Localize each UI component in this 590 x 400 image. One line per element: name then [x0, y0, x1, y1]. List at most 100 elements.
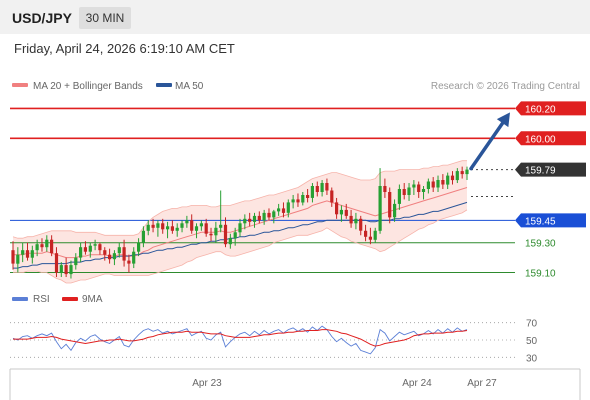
- candle: [219, 190, 223, 233]
- candle-body: [74, 257, 78, 266]
- candle: [378, 168, 382, 234]
- candle-body: [291, 199, 295, 203]
- candle: [267, 208, 271, 221]
- candle-body: [30, 250, 34, 258]
- price-label: 159.10: [525, 269, 556, 280]
- candle-body: [286, 202, 290, 213]
- candle: [166, 221, 170, 239]
- candle: [252, 212, 257, 228]
- price-label-text: 159.10: [525, 269, 556, 280]
- candle-body: [50, 239, 54, 254]
- candle-body: [310, 186, 314, 198]
- candle: [64, 257, 68, 278]
- candle-body: [16, 254, 20, 264]
- candle-body: [223, 224, 228, 245]
- candle: [69, 260, 73, 279]
- candle-body: [402, 189, 406, 195]
- candle-body: [137, 242, 141, 252]
- candle-body: [180, 223, 184, 228]
- candle: [393, 199, 397, 222]
- candle: [315, 181, 319, 197]
- candle-body: [132, 251, 136, 264]
- symbol-label: USD/JPY: [12, 10, 72, 26]
- candle-body: [209, 233, 213, 236]
- x-tick-label: Apr 27: [467, 378, 497, 389]
- candle: [257, 211, 261, 224]
- candle: [349, 209, 353, 228]
- price-label-text: 159.79: [525, 166, 556, 177]
- candle: [93, 239, 97, 251]
- price-label-text: 159.30: [525, 239, 556, 250]
- candle-body: [214, 227, 218, 236]
- candle: [301, 191, 305, 206]
- candle: [88, 242, 92, 258]
- candle-body: [277, 208, 281, 212]
- candle-body: [69, 265, 73, 275]
- legend-label-rsi: RSI: [33, 294, 50, 305]
- legend-swatch-rsi: [12, 297, 28, 301]
- candle-body: [383, 186, 387, 192]
- candle-body: [233, 232, 237, 239]
- legend-label-9ma: 9MA: [82, 294, 103, 305]
- candle: [45, 235, 49, 252]
- level-lines-layer: [10, 107, 515, 274]
- candle-body: [219, 224, 223, 228]
- candle-body: [88, 245, 92, 252]
- candle-body: [79, 247, 83, 258]
- candle-body: [146, 224, 150, 231]
- candle: [339, 205, 343, 222]
- candle: [325, 178, 329, 195]
- candle-body: [199, 223, 203, 227]
- candle: [98, 242, 102, 255]
- candle-body: [54, 253, 59, 273]
- candle: [108, 248, 112, 264]
- candle-body: [45, 239, 49, 248]
- candle: [431, 177, 435, 192]
- candle-body: [25, 250, 30, 258]
- candle: [373, 227, 377, 243]
- candle-body: [112, 253, 116, 260]
- candle: [465, 166, 469, 181]
- candle-body: [325, 183, 329, 191]
- candle-body: [281, 208, 286, 213]
- price-label: 160.00: [515, 131, 586, 146]
- candle: [50, 235, 54, 257]
- candle: [79, 242, 83, 263]
- candle: [11, 241, 15, 270]
- candle: [397, 184, 401, 210]
- candles-layer: [11, 166, 469, 279]
- candle-body: [335, 202, 339, 215]
- candle-body: [368, 236, 372, 240]
- candle-body: [40, 244, 44, 248]
- candle: [117, 242, 121, 258]
- candle: [368, 227, 372, 245]
- candle: [35, 239, 39, 257]
- candle-body: [393, 203, 397, 218]
- candle: [248, 212, 252, 227]
- candle-body: [243, 218, 247, 224]
- timeframe-button[interactable]: 30 MIN: [79, 7, 131, 29]
- candle: [354, 212, 358, 230]
- price-label: 159.30: [525, 239, 556, 250]
- candle-body: [373, 230, 377, 240]
- candle: [364, 224, 368, 242]
- candle-body: [267, 212, 271, 218]
- projection-arrow-head: [496, 112, 510, 128]
- candle: [204, 218, 208, 237]
- candle: [223, 217, 228, 248]
- candle: [460, 166, 464, 179]
- candle: [30, 245, 34, 264]
- candle-body: [301, 195, 305, 203]
- candle: [156, 220, 160, 237]
- candle-body: [194, 226, 199, 231]
- timestamp: Friday, April 24, 2026 6:19:10 AM CET: [14, 41, 235, 56]
- candle-body: [170, 226, 174, 231]
- candle: [161, 218, 165, 234]
- candle-body: [441, 180, 445, 185]
- candle: [446, 172, 450, 189]
- candle: [228, 233, 232, 249]
- candle-body: [156, 223, 160, 228]
- price-labels-layer: 160.20 160.00 159.79 159.45 159.30 159.10: [515, 101, 586, 280]
- candle: [296, 193, 300, 207]
- candle-body: [108, 254, 112, 260]
